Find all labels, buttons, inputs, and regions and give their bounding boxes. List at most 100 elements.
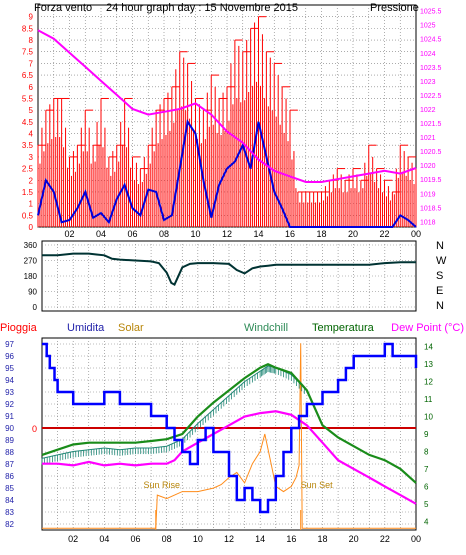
- legend-label: Temperatura: [312, 322, 375, 334]
- time-tick-label: 06: [127, 229, 137, 239]
- time-tick-label: 02: [64, 229, 74, 239]
- direction-tick-label: 360: [24, 241, 38, 250]
- wind-tick-label: 5: [29, 106, 34, 115]
- temperature-series: [41, 342, 418, 530]
- wind-direction-series: [42, 252, 416, 286]
- pressure-tick-label: 1018: [420, 219, 436, 226]
- legend-label: Umidita: [67, 322, 105, 334]
- pressure-line: [37, 29, 417, 183]
- wind-pressure-axes: 00.511.522.533.544.555.566.577.588.59101…: [22, 9, 442, 239]
- wind-axis-label: Forza vento: [34, 2, 92, 14]
- humidity-tick-label: 82: [5, 520, 14, 529]
- humidity-tick-label: 96: [5, 352, 14, 361]
- sunset-label: Sun Set: [301, 480, 334, 490]
- wind-tick-label: 7: [29, 59, 34, 68]
- wind-pressure-chart: 00.511.522.533.544.555.566.577.588.59101…: [22, 2, 442, 239]
- temperature-line: [41, 362, 417, 484]
- temperature-legend: Pioggia Umidita Solar Windchill Temperatura D…: [0, 322, 464, 334]
- humidity-tick-label: 94: [5, 376, 14, 385]
- time-tick-label: 10: [190, 229, 200, 239]
- humidity-tick-label: 87: [5, 460, 14, 469]
- pressure-tick-label: 1025.5: [420, 9, 442, 16]
- compass-label: N: [436, 300, 444, 312]
- pressure-tick-label: 1021: [420, 135, 436, 142]
- humidity-tick-label: 93: [5, 388, 14, 397]
- time-tick-label: 04: [99, 534, 109, 544]
- time-tick-label: 04: [96, 229, 106, 239]
- wind-average-line: [37, 119, 417, 228]
- wind-direction-grid: [42, 241, 416, 311]
- temperature-humidity-chart: 8283848586878889909192939495969745678910…: [0, 322, 464, 544]
- temperature-tick-label: 12: [424, 378, 433, 387]
- wind-tick-label: 2: [29, 176, 34, 185]
- temperature-tick-label: 8: [424, 447, 429, 456]
- direction-tick-label: 0: [33, 303, 38, 312]
- humidity-tick-label: 86: [5, 472, 14, 481]
- temperature-tick-label: 11: [424, 395, 433, 404]
- time-tick-label: 00: [411, 229, 421, 239]
- legend-label: Windchill: [244, 322, 288, 334]
- pressure-tick-label: 1020: [420, 163, 436, 170]
- wind-tick-label: 2.5: [22, 165, 34, 174]
- humidity-tick-label: 83: [5, 508, 14, 517]
- pressure-tick-label: 1025: [420, 23, 436, 30]
- time-tick-label: 20: [348, 229, 358, 239]
- wind-tick-label: 0: [29, 223, 34, 232]
- wind-tick-label: 4.5: [22, 118, 34, 127]
- solar-line: [42, 343, 416, 529]
- wind-tick-label: 8.5: [22, 24, 34, 33]
- humidity-tick-label: 95: [5, 364, 14, 373]
- pressure-tick-label: 1024.5: [420, 37, 442, 44]
- temperature-tick-label: 9: [424, 430, 429, 439]
- temperature-tick-label: 5: [424, 500, 429, 509]
- legend-label: Solar: [118, 322, 144, 334]
- humidity-tick-label: 92: [5, 400, 14, 409]
- time-tick-label: 10: [193, 534, 203, 544]
- humidity-tick-label: 90: [5, 424, 14, 433]
- time-tick-label: 08: [162, 534, 172, 544]
- pressure-tick-label: 1024: [420, 51, 436, 58]
- pressure-tick-label: 1018.5: [420, 205, 442, 212]
- time-tick-label: 18: [317, 534, 327, 544]
- temperature-tick-label: 13: [424, 360, 433, 369]
- wind-tick-label: 3: [29, 153, 34, 162]
- temperature-axes: 8283848586878889909192939495969745678910…: [5, 340, 433, 544]
- wind-tick-label: 0.5: [22, 211, 34, 220]
- pressure-tick-label: 1019: [420, 191, 436, 198]
- pressure-tick-label: 1023.5: [420, 65, 442, 72]
- time-tick-label: 12: [222, 229, 232, 239]
- pressure-tick-label: 1022.5: [420, 93, 442, 100]
- humidity-tick-label: 91: [5, 412, 14, 421]
- dew-point-line: [42, 410, 417, 505]
- pressure-tick-label: 1021.5: [420, 121, 442, 128]
- temperature-tick-label: 7: [424, 465, 429, 474]
- compass-label: E: [436, 285, 443, 297]
- humidity-tick-label: 84: [5, 496, 14, 505]
- legend-label: Pioggia: [0, 322, 38, 334]
- time-tick-label: 06: [130, 534, 140, 544]
- time-tick-label: 12: [224, 534, 234, 544]
- compass-label: W: [436, 255, 447, 267]
- wind-tick-label: 1: [29, 200, 34, 209]
- temperature-tick-label: 4: [424, 517, 429, 526]
- wind-tick-label: 5.5: [22, 94, 34, 103]
- direction-tick-label: 270: [24, 257, 38, 266]
- wind-pressure-series: [37, 16, 417, 228]
- time-tick-label: 14: [255, 534, 265, 544]
- chart-title: 24 hour graph day : 15 Novembre 2015: [106, 2, 298, 14]
- humidity-tick-label: 85: [5, 484, 14, 493]
- time-tick-label: 14: [253, 229, 263, 239]
- legend-label: Dew Point (°C): [391, 322, 464, 334]
- pressure-tick-label: 1022: [420, 107, 436, 114]
- pressure-tick-label: 1020.5: [420, 149, 442, 156]
- rain-value-label: 0: [32, 424, 37, 434]
- wind-tick-label: 4: [29, 130, 34, 139]
- direction-tick-label: 90: [28, 288, 37, 297]
- temperature-tick-label: 6: [424, 482, 429, 491]
- time-tick-label: 18: [316, 229, 326, 239]
- pressure-tick-label: 1019.5: [420, 177, 442, 184]
- pressure-axis-label: Pressione: [370, 2, 419, 14]
